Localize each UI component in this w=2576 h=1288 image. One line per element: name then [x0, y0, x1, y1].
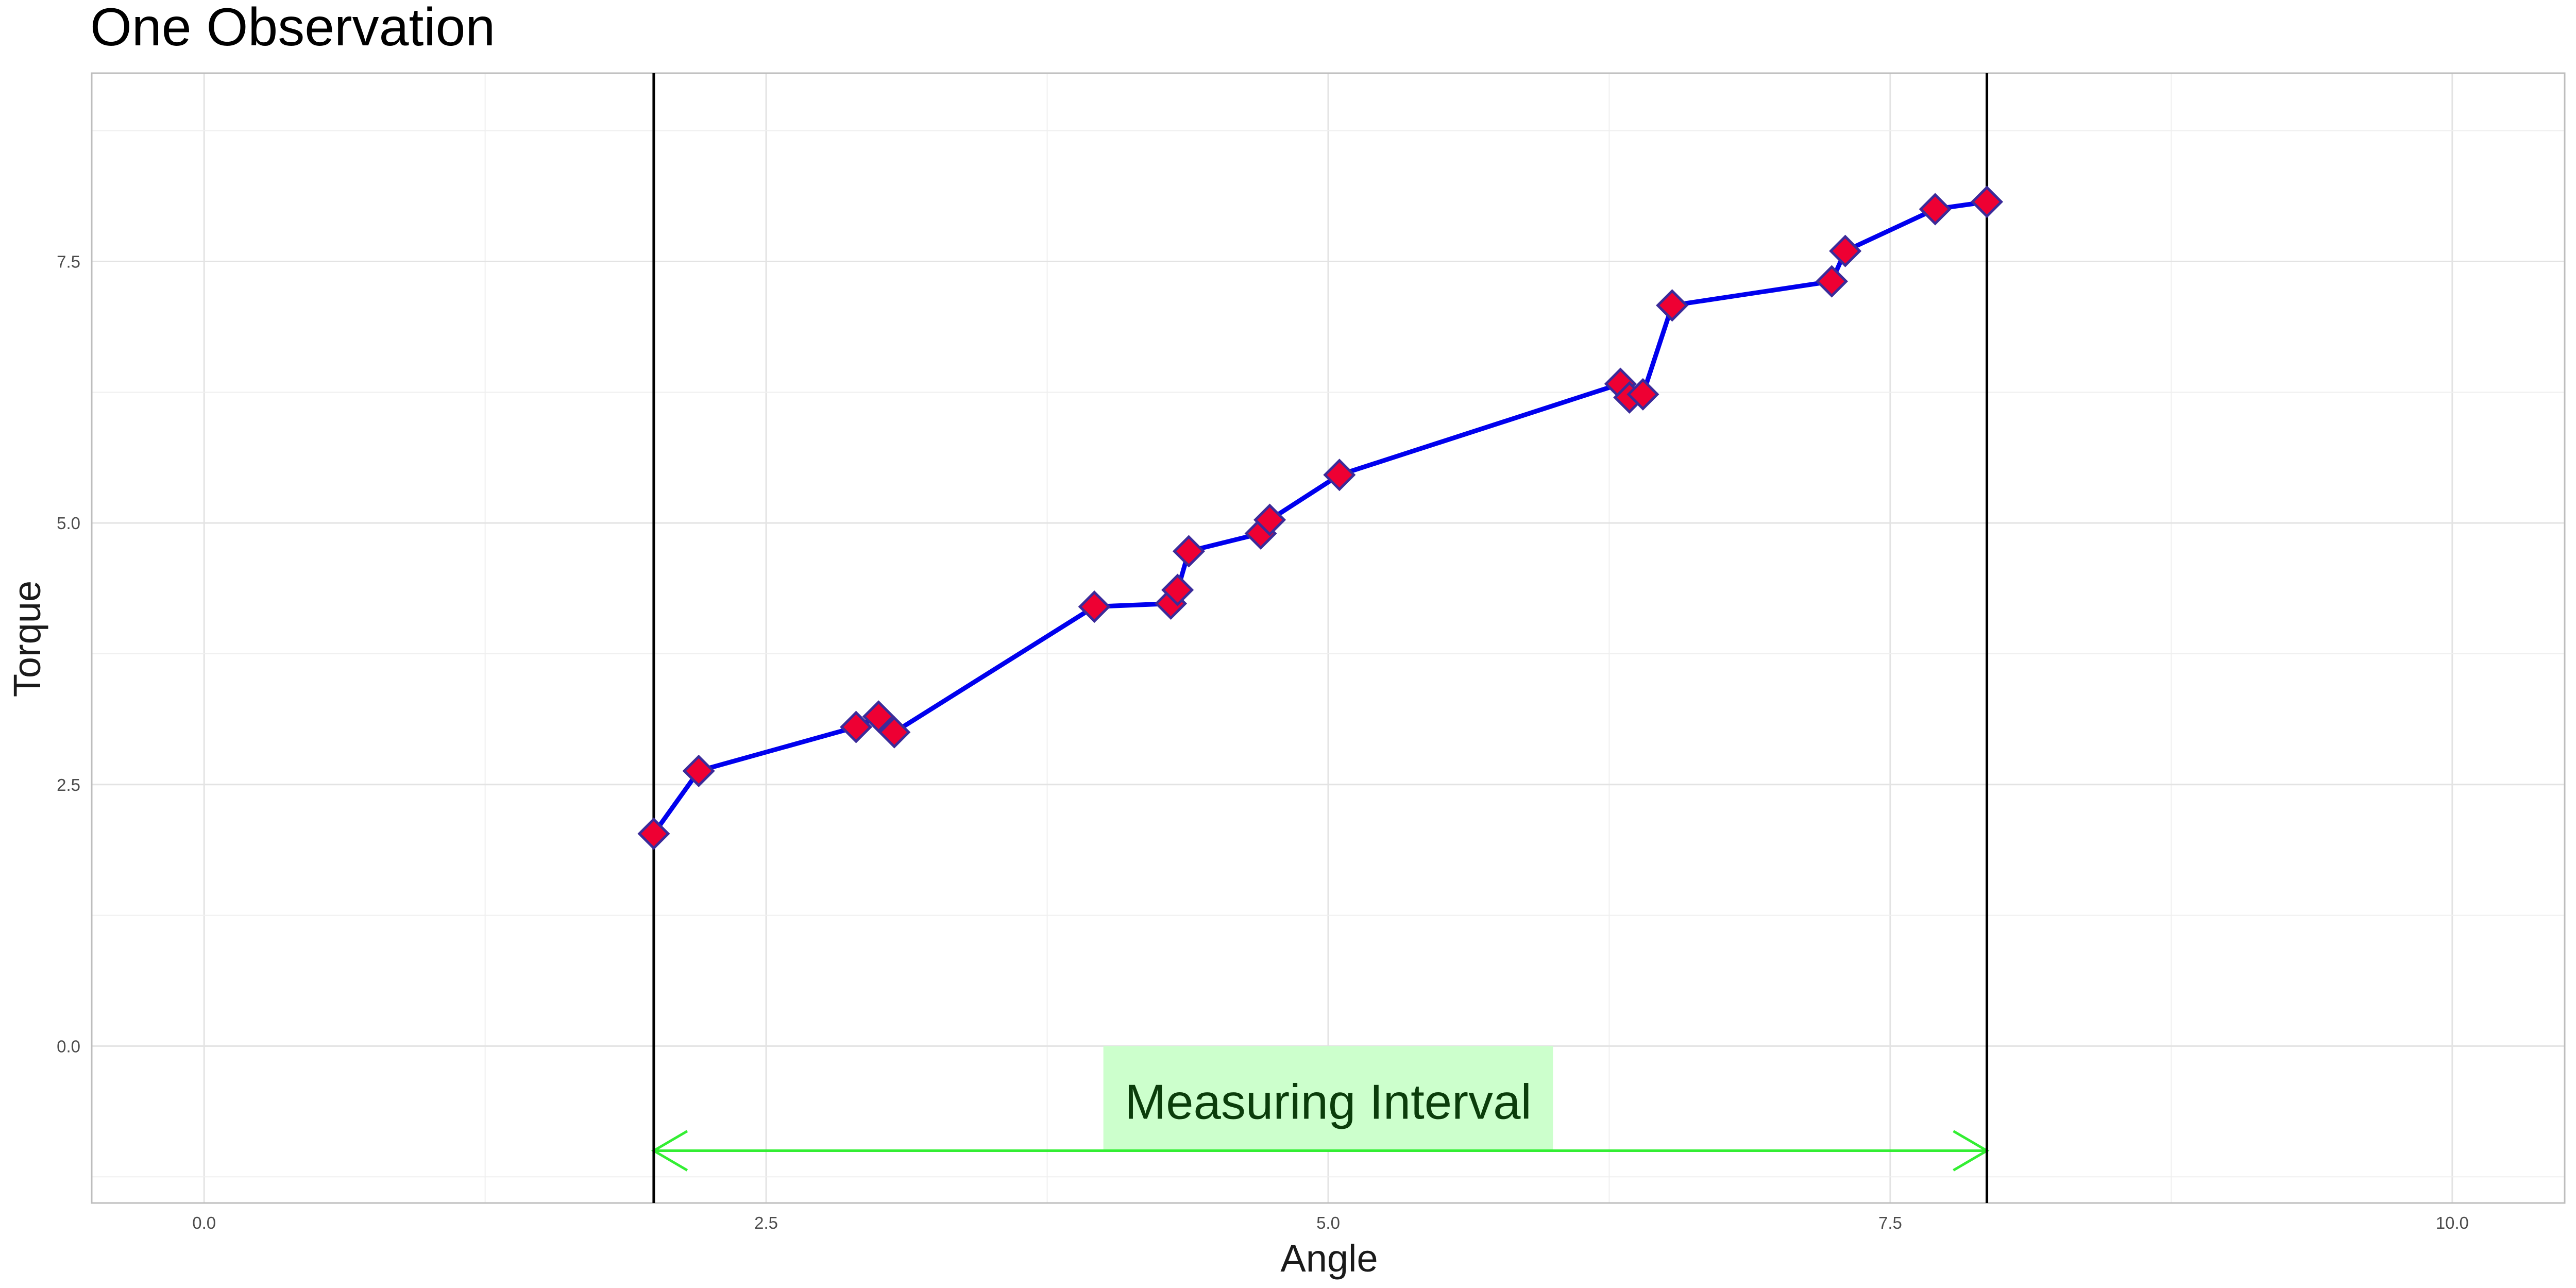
data-point — [1626, 378, 1659, 411]
data-point — [1919, 193, 1952, 226]
data-point — [840, 710, 873, 743]
data-point — [862, 700, 895, 733]
data-point — [1172, 535, 1205, 568]
x-tick-label: 2.5 — [754, 1213, 778, 1232]
y-tick-label: 5.0 — [57, 514, 80, 533]
data-point — [1656, 289, 1689, 322]
series-layer — [637, 185, 2004, 850]
x-tick-label: 0.0 — [192, 1213, 216, 1232]
x-axis-label: Angle — [1280, 1237, 1378, 1280]
x-tick-label: 5.0 — [1316, 1213, 1340, 1232]
data-point — [1971, 185, 2004, 218]
data-point — [682, 754, 715, 787]
tick-layer: 0.0 2.5 5.0 7.5 10.0 0.0 2.5 5.0 7.5 — [57, 252, 2469, 1233]
data-point — [1161, 573, 1194, 606]
annotation-label: Measuring Interval — [1125, 1074, 1532, 1129]
annotation-box — [1103, 1046, 1553, 1151]
y-tick-label: 2.5 — [57, 775, 80, 794]
panel-border — [91, 72, 2566, 1204]
y-tick-label: 7.5 — [57, 252, 80, 272]
data-point — [1078, 590, 1111, 623]
chart-title: One Observation — [90, 0, 495, 57]
grid-layer — [92, 73, 2565, 1203]
y-tick-label: 0.0 — [57, 1037, 80, 1056]
data-point — [1815, 265, 1848, 298]
vline-layer — [652, 73, 1989, 1203]
data-point — [1829, 234, 1862, 267]
data-point — [1323, 459, 1356, 492]
x-tick-label: 7.5 — [1878, 1213, 1902, 1232]
data-point — [637, 817, 670, 850]
data-point — [878, 716, 911, 749]
y-axis-label: Torque — [6, 581, 48, 697]
annotation-layer: Measuring Interval — [651, 1046, 1990, 1172]
data-point — [1253, 503, 1286, 536]
x-tick-label: 10.0 — [2436, 1213, 2469, 1232]
